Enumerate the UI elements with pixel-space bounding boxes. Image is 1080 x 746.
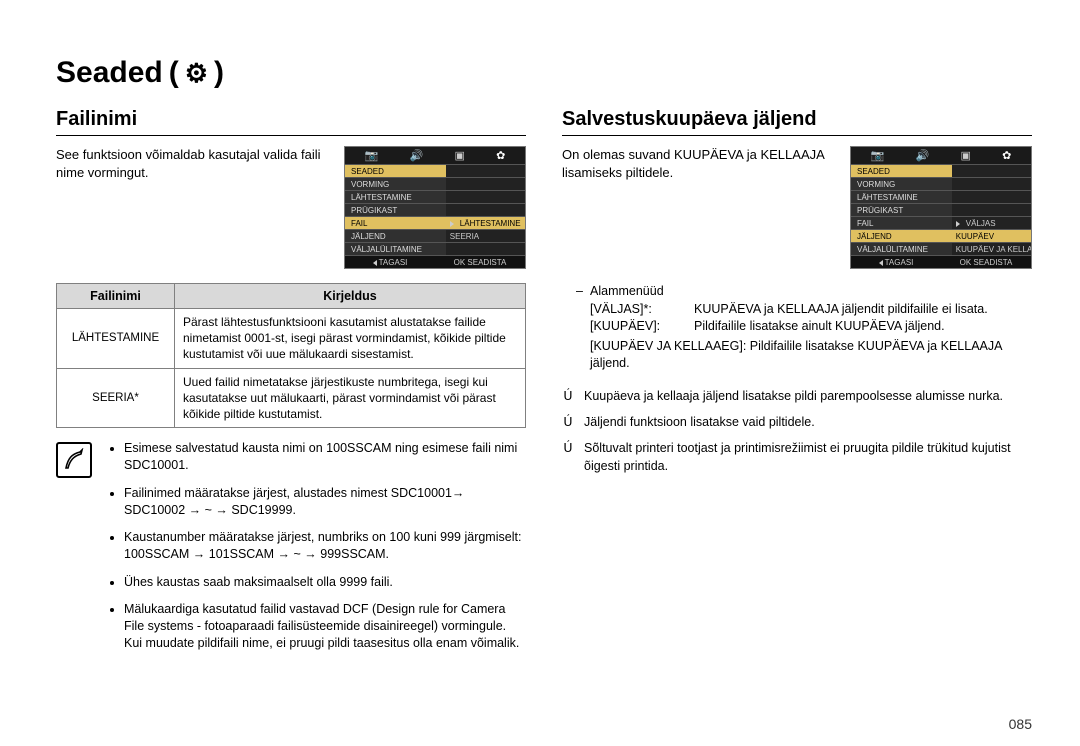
gear-icon-glyph: ⚙ — [185, 58, 208, 89]
filename-table: Failinimi Kirjeldus LÄHTESTAMINE Pärast … — [56, 283, 526, 428]
menu-item-selected: JÄLJENDKUUPÄEV — [851, 229, 1031, 242]
chevron-right-icon — [450, 221, 458, 227]
page-number: 085 — [1009, 716, 1032, 732]
note-item: Esimese salvestatud kausta nimi on 100SS… — [124, 440, 526, 475]
sound-icon: 🔊 — [916, 149, 930, 162]
gear-icon: ✿ — [1002, 149, 1011, 162]
camera-icon: 📷 — [365, 149, 379, 162]
bullet-item: ÚJäljendi funktsioon lisatakse vaid pilt… — [562, 413, 1032, 431]
left-heading: Failinimi — [56, 108, 526, 136]
menu-item: LÄHTESTAMINE — [345, 190, 525, 203]
menu-item-selected: FAILLÄHTESTAMINE — [345, 216, 525, 229]
option-wide: [KUUPÄEV JA KELLAAEG]: Pildifailile lisa… — [590, 338, 1032, 373]
bullet-item: ÚSõltuvalt printeri tootjast ja printimi… — [562, 439, 1032, 475]
menu-footer: TAGASI OK SEADISTA — [851, 255, 1031, 268]
menu-footer: TAGASI OK SEADISTA — [345, 255, 525, 268]
note-item: Mälukaardiga kasutatud failid vastavad D… — [124, 601, 526, 653]
menu-item: JÄLJENDSEERIA — [345, 229, 525, 242]
left-menu-mock: 📷 🔊 ▣ ✿ SEADED VORMING LÄHTESTAMINE PRÜG… — [344, 146, 526, 269]
menu-topbar: 📷 🔊 ▣ ✿ — [851, 147, 1031, 164]
menu-topbar: 📷 🔊 ▣ ✿ — [345, 147, 525, 164]
left-column: Failinimi See funktsioon võimaldab kasut… — [56, 108, 526, 663]
bullet-list: ÚKuupäeva ja kellaaja jäljend lisatakse … — [562, 387, 1032, 476]
menu-item: VORMING — [345, 177, 525, 190]
note-icon — [56, 442, 92, 478]
chevron-right-icon — [956, 221, 964, 227]
note-block: Esimese salvestatud kausta nimi on 100SS… — [56, 440, 526, 663]
camera-icon: 📷 — [871, 149, 885, 162]
title-text: Seaded — [56, 56, 163, 90]
option-row: [KUUPÄEV]:Pildifailile lisatakse ainult … — [590, 318, 1032, 336]
right-column: Salvestuskuupäeva jäljend On olemas suva… — [562, 108, 1032, 663]
note-item: Failinimed määratakse järjest, alustades… — [124, 485, 526, 520]
menu-item: VÄLJALÜLITAMINE — [345, 242, 525, 255]
submenu-block: –Alammenüüd [VÄLJAS]*:KUUPÄEVA ja KELLAA… — [562, 283, 1032, 373]
note-list: Esimese salvestatud kausta nimi on 100SS… — [106, 440, 526, 663]
right-heading: Salvestuskuupäeva jäljend — [562, 108, 1032, 136]
th-desc: Kirjeldus — [175, 284, 526, 309]
menu-item: PRÜGIKAST — [345, 203, 525, 216]
menu-header: SEADED — [851, 164, 1031, 177]
menu-item: LÄHTESTAMINE — [851, 190, 1031, 203]
note-item: Kaustanumber määratakse järjest, numbrik… — [124, 529, 526, 564]
right-menu-mock: 📷 🔊 ▣ ✿ SEADED VORMING LÄHTESTAMINE PRÜG… — [850, 146, 1032, 269]
gear-icon: ( — [169, 56, 179, 90]
bullet-item: ÚKuupäeva ja kellaaja jäljend lisatakse … — [562, 387, 1032, 405]
menu-item: PRÜGIKAST — [851, 203, 1031, 216]
gear-icon: ✿ — [496, 149, 505, 162]
option-row: [VÄLJAS]*:KUUPÄEVA ja KELLAAJA jäljendit… — [590, 301, 1032, 319]
chevron-left-icon — [879, 260, 883, 266]
gear-icon-close: ) — [214, 56, 224, 90]
menu-item: VÄLJALÜLITAMINEKUUPÄEV JA KELLAAEG — [851, 242, 1031, 255]
page-title: Seaded ( ⚙ ) — [56, 56, 1032, 90]
display-icon: ▣ — [960, 149, 970, 162]
right-intro: On olemas suvand KUUPÄEVA ja KELLAAJA li… — [562, 146, 840, 181]
submenu-label: –Alammenüüd — [576, 283, 1032, 301]
menu-item: VORMING — [851, 177, 1031, 190]
menu-item: FAILVÄLJAS — [851, 216, 1031, 229]
note-item: Ühes kaustas saab maksimaalselt olla 999… — [124, 574, 526, 591]
display-icon: ▣ — [454, 149, 464, 162]
table-row: SEERIA* Uued failid nimetatakse järjesti… — [57, 368, 526, 428]
th-filename: Failinimi — [57, 284, 175, 309]
menu-header: SEADED — [345, 164, 525, 177]
table-row: LÄHTESTAMINE Pärast lähtestusfunktsiooni… — [57, 309, 526, 369]
chevron-left-icon — [373, 260, 377, 266]
sound-icon: 🔊 — [410, 149, 424, 162]
left-intro: See funktsioon võimaldab kasutajal valid… — [56, 146, 334, 181]
